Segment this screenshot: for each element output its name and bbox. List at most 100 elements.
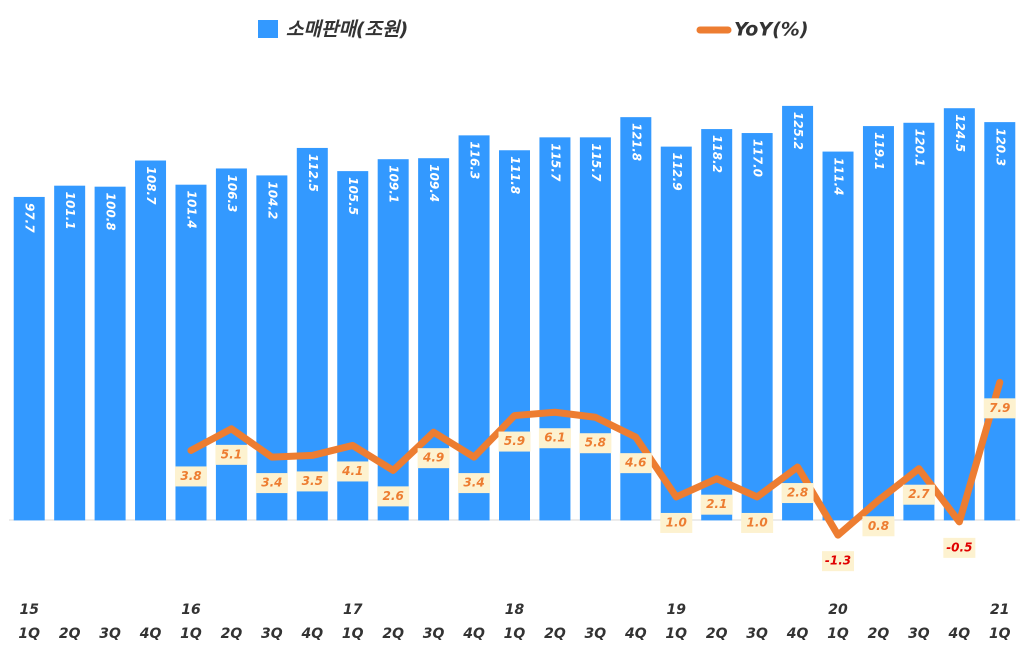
x-year-label: 18: [505, 602, 525, 618]
bar-value-label: 115.7: [548, 143, 562, 182]
bar: [539, 137, 571, 521]
bar-value-label: 105.5: [346, 177, 360, 215]
line-value-label: -0.5: [946, 540, 972, 554]
x-tick-label: 2Q: [382, 626, 404, 642]
x-tick-label: 1Q: [827, 626, 849, 642]
x-tick-label: 4Q: [139, 626, 162, 642]
x-year-label: 19: [667, 602, 687, 618]
label-box: [700, 494, 733, 515]
x-tick-label: 3Q: [746, 626, 768, 642]
bar: [741, 133, 773, 521]
x-tick-label: 4Q: [948, 626, 971, 642]
label-box: [417, 448, 450, 469]
bar: [256, 175, 288, 521]
bar-value-label: 101.4: [184, 191, 198, 229]
line-value-label: 3.5: [302, 474, 323, 488]
bar: [296, 147, 328, 521]
x-tick-label: 1Q: [180, 626, 202, 642]
bar-value-label: 124.5: [953, 114, 967, 152]
line-value-label: -1.3: [825, 554, 851, 568]
bar: [701, 129, 733, 521]
x-year-label: 16: [181, 602, 201, 618]
bar-value-label: 112.5: [306, 154, 320, 192]
bar-value-label: 120.1: [912, 129, 926, 167]
line-value-label: 2.1: [706, 497, 727, 511]
x-year-label: 21: [990, 602, 1009, 618]
line-value-label: 4.9: [422, 451, 444, 465]
x-tick-label: 3Q: [585, 626, 607, 642]
line-value-label: 2.8: [787, 486, 808, 500]
bar: [175, 184, 207, 521]
bar-value-label: 112.9: [670, 153, 684, 191]
bar: [13, 196, 45, 521]
label-box: [781, 483, 814, 504]
legend-label: YoY(%): [734, 19, 809, 41]
x-tick-label: 3Q: [423, 626, 445, 642]
label-box: [862, 516, 895, 537]
bar: [54, 185, 86, 521]
bar-value-label: 101.1: [63, 192, 77, 230]
line-value-label: 5.1: [221, 447, 242, 461]
bar-value-label: 115.7: [589, 143, 603, 182]
bar-value-label: 104.2: [265, 181, 279, 219]
line-value-label: 6.1: [544, 431, 565, 445]
bar: [579, 137, 611, 521]
x-tick-label: 2Q: [868, 626, 890, 642]
label-box: [619, 453, 652, 474]
label-box: [174, 466, 207, 487]
label-box: [498, 431, 531, 452]
label-box: [458, 473, 491, 494]
bar-value-label: 119.1: [872, 132, 886, 170]
label-box: [822, 551, 855, 572]
bar: [458, 135, 490, 521]
x-tick-label: 1Q: [504, 626, 526, 642]
bar-value-label: 109.1: [387, 165, 401, 203]
label-box: [902, 484, 935, 505]
line-value-label: 2.6: [383, 489, 404, 503]
line-value-label: 3.4: [261, 476, 282, 490]
bar-value-label: 118.2: [710, 135, 724, 173]
label-box: [660, 512, 693, 533]
x-tick-label: 1Q: [989, 626, 1011, 642]
line-value-label: 2.7: [908, 487, 930, 501]
x-tick-label: 3Q: [261, 626, 283, 642]
line-value-label: 1.0: [747, 515, 768, 529]
bar: [943, 108, 975, 521]
x-tick-label: 4Q: [462, 626, 485, 642]
line-value-label: 5.8: [585, 436, 606, 450]
x-tick-label: 1Q: [342, 626, 364, 642]
label-box: [538, 428, 571, 449]
bar-value-label: 109.4: [427, 164, 441, 202]
line: [187, 378, 1004, 539]
legend-swatch: [258, 20, 278, 38]
label-box: [296, 471, 329, 492]
bar: [984, 122, 1016, 521]
bar: [660, 146, 692, 521]
x-tick-label: 1Q: [18, 626, 40, 642]
x-tick-label: 4Q: [624, 626, 647, 642]
legend-label: 소매판매(조원): [286, 19, 408, 41]
bar-value-label: 120.3: [993, 128, 1007, 166]
x-tick-label: 4Q: [300, 626, 323, 642]
x-year-label: 20: [828, 602, 848, 618]
x-tick-label: 2Q: [706, 626, 728, 642]
bar-value-label: 121.8: [629, 123, 643, 161]
line-value-label: 3.4: [463, 476, 484, 490]
x-tick-label: 2Q: [221, 626, 243, 642]
bar-value-label: 97.7: [23, 203, 37, 233]
x-tick-label: 3Q: [908, 626, 930, 642]
bar: [135, 160, 167, 521]
line-value-label: 5.9: [504, 434, 525, 448]
label-box: [983, 398, 1016, 419]
x-year-label: 15: [19, 602, 39, 618]
line-value-label: 7.9: [989, 401, 1010, 415]
label-box: [579, 433, 612, 454]
x-tick-label: 2Q: [544, 626, 566, 642]
x-tick-label: 1Q: [665, 626, 687, 642]
line-value-label: 4.6: [624, 456, 646, 470]
bar: [94, 186, 126, 521]
line-value-label: 1.0: [666, 515, 687, 529]
bar-value-label: 108.7: [144, 167, 158, 206]
bar-value-label: 117.0: [751, 139, 765, 177]
